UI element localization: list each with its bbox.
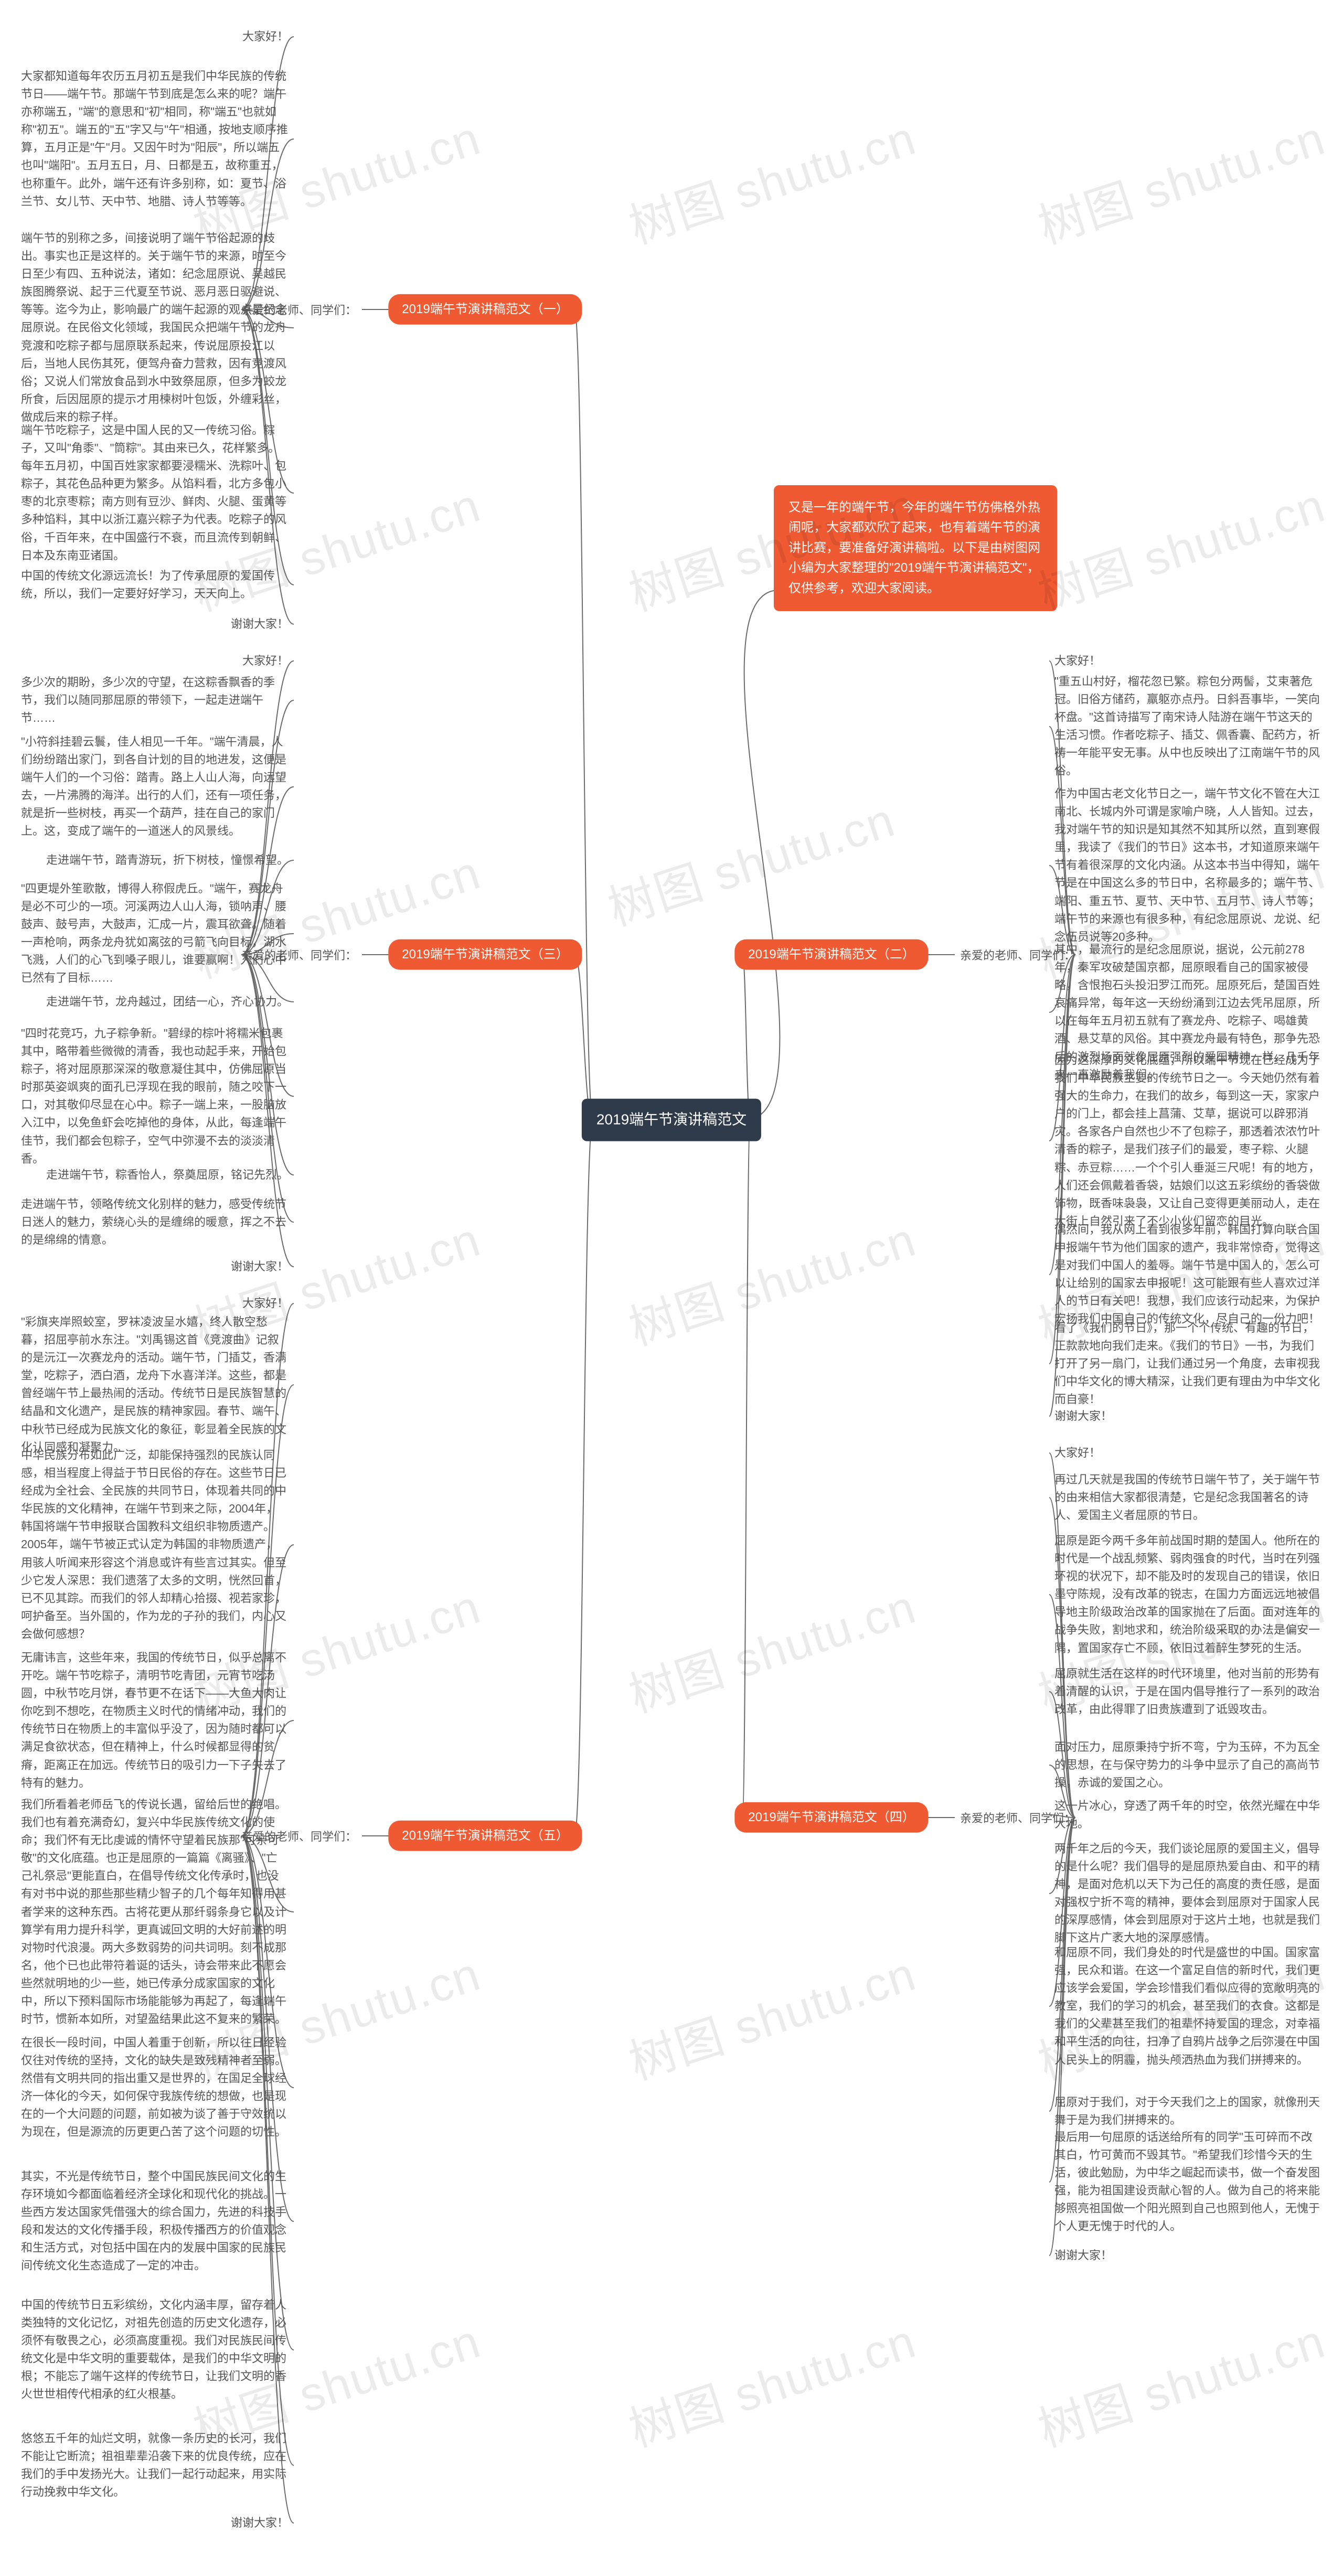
leaf-paragraph: 走进端午节，踏青游玩，折下树枝，憧憬希望。 [46,851,289,869]
leaf-paragraph: 偶然间，我从网上看到很多年前，韩国打算向联合国申报端午节为他们国家的遗产，我非常… [1054,1221,1322,1329]
leaf-paragraph: 走进端午节，龙舟越过，团结一心，齐心协力。 [46,993,289,1011]
leaf-paragraph: 端午节吃粽子，这是中国人民的又一传统习俗。粽子，又叫"角黍"、"筒粽"。其由来已… [21,422,289,565]
leaf-paragraph: 在很长一段时间，中国人着重于创新，所以往日经验仅往对传统的坚持，文化的缺失是致残… [21,2034,289,2142]
leaf-paragraph: 走进端午节，领略传统文化别样的魅力，感受传统节日迷人的魅力，萦绕心头的是缠绵的暖… [21,1195,289,1249]
leaf-paragraph: 无庸讳言，这些年来，我国的传统节日，似乎总离不开吃。端午节吃粽子，清明节吃青团，… [21,1649,289,1792]
chapter-node-2[interactable]: 2019端午节演讲稿范文（二） [734,939,928,970]
leaf-paragraph: 大家都知道每年农历五月初五是我们中华民族的传统节日——端午节。那端午节到底是怎么… [21,68,289,211]
leaf-paragraph: 谢谢大家！ [231,1258,289,1276]
chapter-node-3[interactable]: 2019端午节演讲稿范文（三） [388,939,582,970]
leaf-paragraph: 中国的传统文化源远流长！为了传承屈原的爱国传统，所以，我们一定要好好学习，天天向… [21,567,289,603]
leaf-paragraph: "四时花竞巧，九子粽争新。"碧绿的棕叶将糯米包裹其中，略带着些微微的清香，我也动… [21,1025,289,1168]
leaf-paragraph: 大家好！ [242,28,289,46]
leaf-paragraph: 和屈原不同，我们身处的时代是盛世的中国。国家富强，民众和谐。在这一个富足自信的新… [1054,1944,1322,2069]
leaf-paragraph: 面对压力，屈原秉持宁折不弯，宁为玉碎，不为瓦全的思想，在与保守势力的斗争中显示了… [1054,1738,1322,1792]
leaf-paragraph: 谢谢大家！ [1054,2247,1112,2264]
intro-node: 又是一年的端午节，今年的端午节仿佛格外热闹呢，大家都欢欣了起来，也有着端午节的演… [774,485,1057,611]
leaf-paragraph: 屈原对于我们，对于今天我们之上的国家，就像刑天舞于是为我们拼搏来的。 [1054,2093,1322,2129]
watermark: 树图 shutu.cn [619,1202,923,1359]
watermark: 树图 shutu.cn [1028,100,1333,257]
leaf-paragraph: 端午节的别称之多，间接说明了端午节俗起源的歧出。事实也正是这样的。关于端午节的来… [21,229,289,426]
leaf-paragraph: 大家好！ [1054,1444,1101,1462]
chapter-node-1[interactable]: 2019端午节演讲稿范文（一） [388,294,582,325]
leaf-paragraph: "彩旗夹岸照蛟室，罗袜凌波呈水嬉，终人散空愁暮，招屈亭前水东注。"刘禹锡这首《竞… [21,1313,289,1457]
leaf-paragraph: 看了《我们的节日》，那一个个传统、有趣的节日，正款款地向我们走来。《我们的节日》… [1054,1319,1322,1408]
leaf-paragraph: 因为这深厚的文化底蕴，所以端午节现在已经成为了我们中华民族主要的传统节日之一。今… [1054,1052,1322,1231]
leaf-paragraph: 谢谢大家！ [231,2514,289,2532]
leaf-paragraph: 这一片冰心，穿透了两千年的时空，依然光耀在中华大地。 [1054,1797,1322,1833]
leaf-paragraph: 谢谢大家！ [1054,1407,1112,1425]
leaf-paragraph: 最后用一句屈原的话送给所有的同学"玉可碎而不改其白，竹可黄而不毁其节。"希望我们… [1054,2129,1322,2236]
watermark: 树图 shutu.cn [619,2303,923,2460]
watermark: 树图 shutu.cn [619,1569,923,1726]
leaf-paragraph: 谢谢大家！ [231,615,289,633]
leaf-paragraph: 大家好！ [1054,652,1101,670]
leaf-paragraph: 作为中国古老文化节日之一，端午节文化不管在大江南北、长城内外可谓是家喻户晓，人人… [1054,785,1322,946]
chapter-node-4[interactable]: 2019端午节演讲稿范文（四） [734,1802,928,1833]
leaf-paragraph: 多少次的期盼，多少次的守望，在这粽香飘香的季节，我们以随同那屈原的带领下，一起走… [21,674,289,727]
watermark: 树图 shutu.cn [1028,467,1333,624]
watermark: 树图 shutu.cn [619,1936,923,2093]
leaf-paragraph: 中华民族分布如此广泛，却能保持强烈的民族认同感，相当程度上得益于节日民俗的存在。… [21,1446,289,1643]
leaf-paragraph: 屈原是距今两千多年前战国时期的楚国人。他所在的时代是一个战乱频繁、弱肉强食的时代… [1054,1532,1322,1658]
leaf-paragraph: 大家好！ [242,1295,289,1312]
leaf-paragraph: 中国的传统节日五彩缤纷，文化内涵丰厚，留存着人类独特的文化记忆，对祖先创造的历史… [21,2296,289,2404]
leaf-paragraph: 屈原就生活在这样的时代环境里，他对当前的形势有着清醒的认识，于是在国内倡导推行了… [1054,1665,1322,1718]
leaf-paragraph: "小符斜挂碧云鬟，佳人相见一千年。"端午清晨，人们纷纷踏出家门，到各自计划的目的… [21,733,289,841]
leaf-paragraph: "四更堤外笙歌散，博得人称假虎丘。"端午，赛龙舟是必不可少的一项。河溪两边人山人… [21,880,289,988]
root-node[interactable]: 2019端午节演讲稿范文 [582,1099,761,1141]
watermark: 树图 shutu.cn [598,782,902,939]
chapter-node-5[interactable]: 2019端午节演讲稿范文（五） [388,1821,582,1851]
watermark: 树图 shutu.cn [619,100,923,257]
leaf-paragraph: 其实，不光是传统节日，整个中国民族民间文化的生存环境如今都面临着经济全球化和现代… [21,2168,289,2275]
watermark: 树图 shutu.cn [1028,2303,1333,2460]
leaf-paragraph: 大家好！ [242,652,289,670]
leaf-paragraph: 悠悠五千年的灿烂文明，就像一条历史的长河，我们不能让它断流；祖祖辈辈沿袭下来的优… [21,2430,289,2501]
leaf-paragraph: "重五山村好，榴花忽已繁。粽包分两髻，艾束著危冠。旧俗方储药，羸躯亦点丹。日斜吾… [1054,673,1322,781]
leaf-paragraph: 走进端午节，粽香怡人，祭奠屈原，铭记先烈。 [46,1166,289,1184]
leaf-paragraph: 我们所看着老师岳飞的传说长遇，留给后世的绝唱。我们也有着充满奇幻，复兴中华民族传… [21,1795,289,2028]
leaf-paragraph: 再过几天就是我国的传统节日端午节了，关于端午节的由来相信大家都很清楚，它是纪念我… [1054,1471,1322,1524]
leaf-paragraph: 两千年之后的今天，我们谈论屈原的爱国主义，倡导的是什么呢？我们倡导的是屈原热爱自… [1054,1840,1322,1948]
